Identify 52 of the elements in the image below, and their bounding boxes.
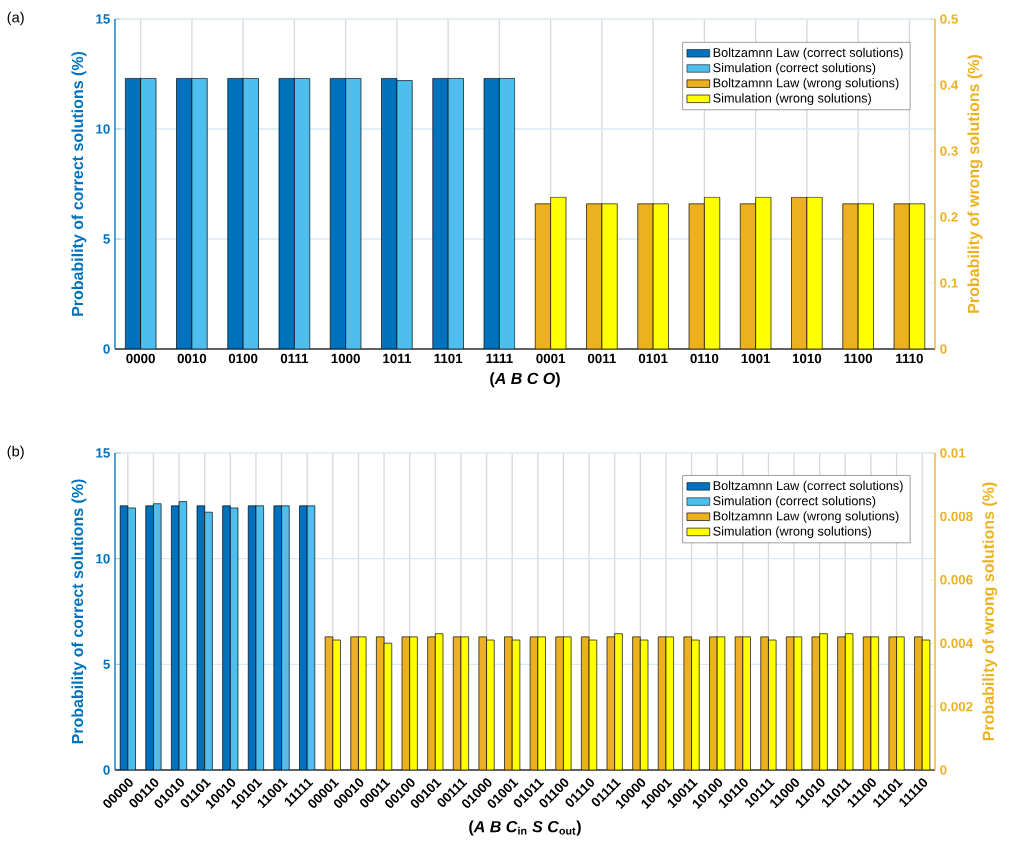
x-axis-title: (A B C$_{in}$ S C$_{out}$) — [469, 820, 581, 836]
legend-label: Boltzamnn Law (wrong solutions) — [713, 78, 899, 90]
y2-tick-label: 0.1 — [940, 278, 958, 288]
y-tick-label: 15 — [96, 448, 110, 458]
y2-tick-label: 0.3 — [940, 146, 958, 156]
x-tick-label: 1000 — [331, 353, 360, 364]
x-tick-label: 0011 — [587, 353, 616, 364]
x-tick-label: 0000 — [126, 353, 155, 364]
legend-label: Simulation (correct solutions) — [713, 62, 876, 75]
x-tick-label: 1010 — [792, 353, 822, 364]
y-axis-title: Probability of correct solutions (%) — [71, 479, 87, 744]
legend-label: Boltzamnn Law (correct solutions) — [713, 47, 903, 60]
x-tick-label: 0010 — [177, 353, 207, 364]
y2-tick-label: 0 — [940, 344, 947, 354]
y-tick-label: 10 — [96, 124, 110, 134]
y-tick-label: 5 — [103, 659, 110, 669]
legend-label: Boltzamnn Law (correct solutions) — [713, 480, 903, 493]
legend-label: Simulation (wrong solutions) — [713, 526, 871, 539]
y2-tick-label: 0.2 — [940, 212, 958, 222]
y-axis-title: Probability of correct solutions (%) — [71, 51, 87, 316]
y2-tick-label: 0.008 — [940, 511, 973, 522]
text: (a) — [7, 11, 24, 26]
x-tick-label: 0101 — [638, 353, 668, 364]
x-tick-label: 1100 — [844, 353, 873, 364]
y2-tick-label: 0.01 — [940, 448, 966, 458]
y2-tick-label: 0.004 — [940, 638, 974, 648]
y2-tick-label: 0.5 — [940, 14, 958, 24]
y2-axis-title: Probability of wrong solutions (%) — [982, 482, 998, 741]
y2-tick-label: 0.4 — [940, 80, 959, 90]
x-tick-label: 1001 — [741, 353, 771, 364]
y-tick-label: 5 — [103, 234, 110, 244]
x-tick-label: 1110 — [896, 353, 923, 364]
x-tick-label: 1111 — [486, 353, 513, 363]
x-tick-label: 0111 — [280, 353, 309, 364]
text: (b) — [7, 445, 24, 460]
x-tick-label: 1101 — [434, 353, 463, 364]
x-tick-label: 1011 — [383, 353, 411, 364]
y-tick-label: 0 — [103, 344, 110, 354]
y-tick-label: 0 — [103, 765, 110, 775]
y-tick-label: 15 — [96, 14, 110, 24]
y2-tick-label: 0.002 — [940, 701, 973, 712]
x-tick-label: 0100 — [228, 353, 258, 364]
y2-tick-label: 0 — [940, 765, 947, 775]
x-tick-label: 0001 — [536, 353, 566, 364]
y-tick-label: 10 — [96, 553, 110, 564]
legend-label: Simulation (wrong solutions) — [713, 93, 871, 106]
x-axis-title: (A B C O) — [490, 372, 560, 388]
y2-axis-title: Probability of wrong solutions (%) — [967, 54, 983, 313]
y2-tick-label: 0.006 — [940, 575, 973, 585]
legend-label: Simulation (correct solutions) — [713, 495, 876, 508]
legend-label: Boltzamnn Law (wrong solutions) — [713, 511, 899, 523]
x-tick-label: 0110 — [690, 353, 719, 364]
